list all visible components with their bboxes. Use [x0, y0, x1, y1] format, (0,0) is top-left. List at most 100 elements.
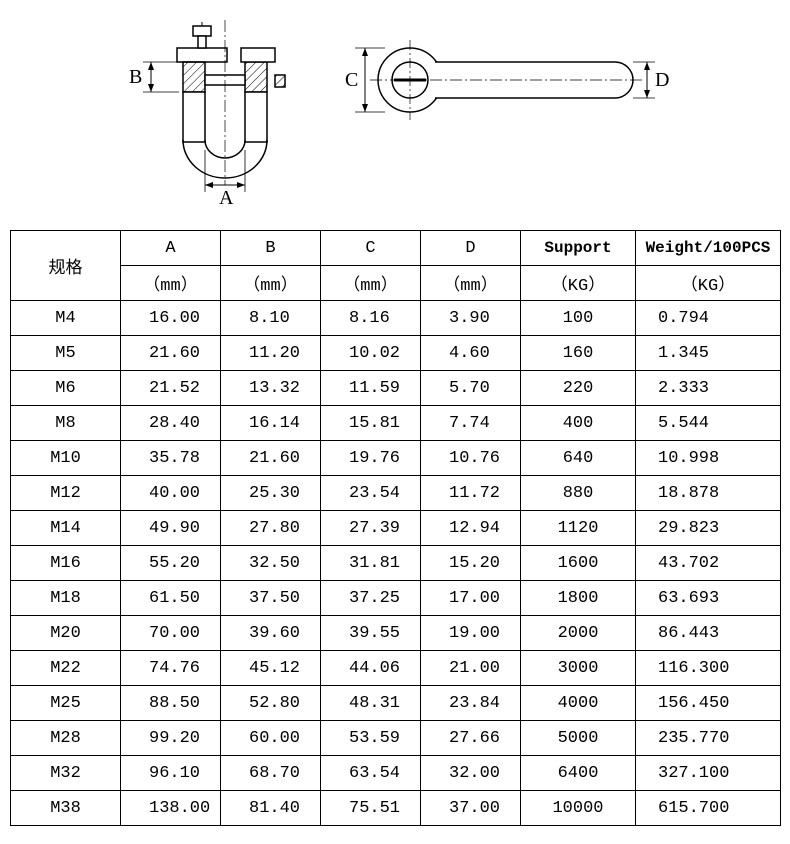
- cell-spec: M12: [11, 476, 121, 511]
- cell-B: 60.00: [221, 721, 321, 756]
- table-row: M521.6011.2010.024.601601.345: [11, 336, 781, 371]
- diagram-area: B A C D: [0, 0, 790, 210]
- cell-C: 19.76: [321, 441, 421, 476]
- header-row-1: 规格 A B C D Support Weight/100PCS: [11, 231, 781, 266]
- cell-spec: M32: [11, 756, 121, 791]
- hdr-B: B: [221, 231, 321, 266]
- cell-B: 13.32: [221, 371, 321, 406]
- table-row: M621.5213.3211.595.702202.333: [11, 371, 781, 406]
- cell-B: 16.14: [221, 406, 321, 441]
- hdr-C: C: [321, 231, 421, 266]
- cell-A: 61.50: [121, 581, 221, 616]
- cell-support: 640: [521, 441, 636, 476]
- cell-B: 39.60: [221, 616, 321, 651]
- cell-A: 21.52: [121, 371, 221, 406]
- cell-B: 11.20: [221, 336, 321, 371]
- cell-A: 138.00: [121, 791, 221, 826]
- cell-spec: M18: [11, 581, 121, 616]
- shackle-diagram: B A C D: [110, 20, 670, 210]
- cell-A: 99.20: [121, 721, 221, 756]
- cell-support: 100: [521, 301, 636, 336]
- table-row: M1035.7821.6019.7610.7664010.998: [11, 441, 781, 476]
- cell-B: 32.50: [221, 546, 321, 581]
- cell-B: 25.30: [221, 476, 321, 511]
- cell-D: 23.84: [421, 686, 521, 721]
- dim-label-A: A: [219, 187, 234, 209]
- cell-support: 6400: [521, 756, 636, 791]
- cell-weight: 327.100: [636, 756, 781, 791]
- cell-C: 31.81: [321, 546, 421, 581]
- cell-support: 220: [521, 371, 636, 406]
- cell-support: 1600: [521, 546, 636, 581]
- header-row-2: （mm） （mm） （mm） （mm） （KG） （KG）: [11, 266, 781, 301]
- cell-spec: M22: [11, 651, 121, 686]
- cell-spec: M28: [11, 721, 121, 756]
- cell-D: 3.90: [421, 301, 521, 336]
- cell-weight: 63.693: [636, 581, 781, 616]
- cell-spec: M16: [11, 546, 121, 581]
- cell-support: 10000: [521, 791, 636, 826]
- dim-label-C: C: [345, 69, 358, 91]
- table-row: M828.4016.1415.817.744005.544: [11, 406, 781, 441]
- cell-weight: 29.823: [636, 511, 781, 546]
- cell-C: 37.25: [321, 581, 421, 616]
- cell-B: 68.70: [221, 756, 321, 791]
- cell-spec: M8: [11, 406, 121, 441]
- cell-D: 7.74: [421, 406, 521, 441]
- cell-support: 400: [521, 406, 636, 441]
- cell-B: 21.60: [221, 441, 321, 476]
- cell-weight: 615.700: [636, 791, 781, 826]
- cell-A: 40.00: [121, 476, 221, 511]
- cell-B: 37.50: [221, 581, 321, 616]
- cell-support: 160: [521, 336, 636, 371]
- cell-B: 27.80: [221, 511, 321, 546]
- cell-D: 10.76: [421, 441, 521, 476]
- cell-weight: 235.770: [636, 721, 781, 756]
- table-row: M2588.5052.8048.3123.844000156.450: [11, 686, 781, 721]
- cell-C: 27.39: [321, 511, 421, 546]
- table-body: M416.008.108.163.901000.794M521.6011.201…: [11, 301, 781, 826]
- hdr-weight: Weight/100PCS: [636, 231, 781, 266]
- cell-support: 880: [521, 476, 636, 511]
- cell-B: 8.10: [221, 301, 321, 336]
- hdr-B-unit: （mm）: [221, 266, 321, 301]
- cell-weight: 116.300: [636, 651, 781, 686]
- cell-support: 5000: [521, 721, 636, 756]
- table-row: M1240.0025.3023.5411.7288018.878: [11, 476, 781, 511]
- cell-D: 4.60: [421, 336, 521, 371]
- hdr-A: A: [121, 231, 221, 266]
- cell-D: 5.70: [421, 371, 521, 406]
- cell-weight: 86.443: [636, 616, 781, 651]
- cell-spec: M20: [11, 616, 121, 651]
- cell-A: 70.00: [121, 616, 221, 651]
- cell-support: 1800: [521, 581, 636, 616]
- cell-weight: 1.345: [636, 336, 781, 371]
- cell-C: 15.81: [321, 406, 421, 441]
- cell-A: 21.60: [121, 336, 221, 371]
- cell-C: 48.31: [321, 686, 421, 721]
- cell-A: 55.20: [121, 546, 221, 581]
- cell-support: 2000: [521, 616, 636, 651]
- cell-C: 23.54: [321, 476, 421, 511]
- hdr-weight-unit: （KG）: [636, 266, 781, 301]
- cell-weight: 2.333: [636, 371, 781, 406]
- cell-D: 27.66: [421, 721, 521, 756]
- hdr-support-unit: （KG）: [521, 266, 636, 301]
- dim-label-B: B: [129, 66, 142, 88]
- cell-B: 45.12: [221, 651, 321, 686]
- cell-weight: 10.998: [636, 441, 781, 476]
- cell-A: 74.76: [121, 651, 221, 686]
- cell-A: 35.78: [121, 441, 221, 476]
- hdr-support: Support: [521, 231, 636, 266]
- table-row: M1861.5037.5037.2517.00180063.693: [11, 581, 781, 616]
- cell-spec: M6: [11, 371, 121, 406]
- cell-D: 17.00: [421, 581, 521, 616]
- table-row: M1449.9027.8027.3912.94112029.823: [11, 511, 781, 546]
- cell-A: 88.50: [121, 686, 221, 721]
- cell-support: 1120: [521, 511, 636, 546]
- cell-A: 49.90: [121, 511, 221, 546]
- front-view: B A: [129, 20, 285, 209]
- table-row: M1655.2032.5031.8115.20160043.702: [11, 546, 781, 581]
- cell-D: 11.72: [421, 476, 521, 511]
- side-view: C D: [345, 40, 669, 120]
